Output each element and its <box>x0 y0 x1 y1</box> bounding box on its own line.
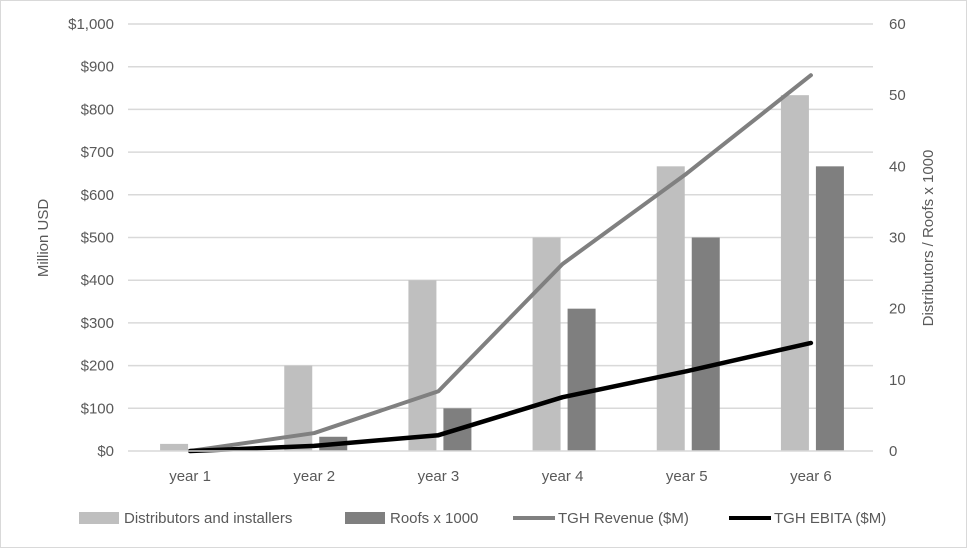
y2-tick-label: 30 <box>889 230 906 247</box>
legend-item: TGH Revenue ($M) <box>513 510 689 527</box>
y-tick-label: $200 <box>81 358 114 375</box>
legend-item: Distributors and installers <box>79 510 292 527</box>
bar <box>656 166 685 452</box>
legend-item: TGH EBITA ($M) <box>729 510 886 527</box>
bar <box>780 95 809 452</box>
x-tick-label: year 2 <box>293 468 335 485</box>
legend-swatch <box>79 512 119 524</box>
bar <box>815 166 844 452</box>
line-series <box>187 340 814 454</box>
x-tick-label: year 3 <box>418 468 460 485</box>
x-tick-label: year 6 <box>790 468 832 485</box>
y2-tick-label: 40 <box>889 158 906 175</box>
y2-tick-label: 20 <box>889 301 906 318</box>
y2-tick-label: 50 <box>889 87 906 104</box>
bar <box>691 237 720 451</box>
legend-label: Distributors and installers <box>124 510 292 527</box>
y-tick-label: $400 <box>81 272 114 289</box>
y-tick-label: $0 <box>97 443 114 460</box>
x-tick-label: year 4 <box>542 468 584 485</box>
x-tick-label: year 1 <box>169 468 211 485</box>
line-series <box>188 73 813 453</box>
y-tick-label: $500 <box>81 230 114 247</box>
y-tick-label: $1,000 <box>68 16 114 33</box>
y-tick-label: $100 <box>81 400 114 417</box>
legend-label: TGH EBITA ($M) <box>774 510 886 527</box>
y-axis-label: Million USD <box>35 199 52 278</box>
y2-axis-label: Distributors / Roofs x 1000 <box>920 150 937 327</box>
bar <box>408 280 437 451</box>
y-tick-label: $300 <box>81 315 114 332</box>
y2-tick-label: 0 <box>889 443 897 460</box>
x-tick-label: year 5 <box>666 468 708 485</box>
legend-item: Roofs x 1000 <box>345 510 478 527</box>
bar <box>160 443 189 451</box>
y2-tick-label: 10 <box>889 372 906 389</box>
legend-label: TGH Revenue ($M) <box>558 510 689 527</box>
legend-label: Roofs x 1000 <box>390 510 478 527</box>
y-tick-label: $600 <box>81 187 114 204</box>
y-tick-label: $800 <box>81 101 114 118</box>
y2-tick-label: 60 <box>889 16 906 33</box>
y-tick-label: $900 <box>81 59 114 76</box>
y-tick-label: $700 <box>81 144 114 161</box>
legend-swatch <box>345 512 385 524</box>
bar <box>567 308 596 451</box>
